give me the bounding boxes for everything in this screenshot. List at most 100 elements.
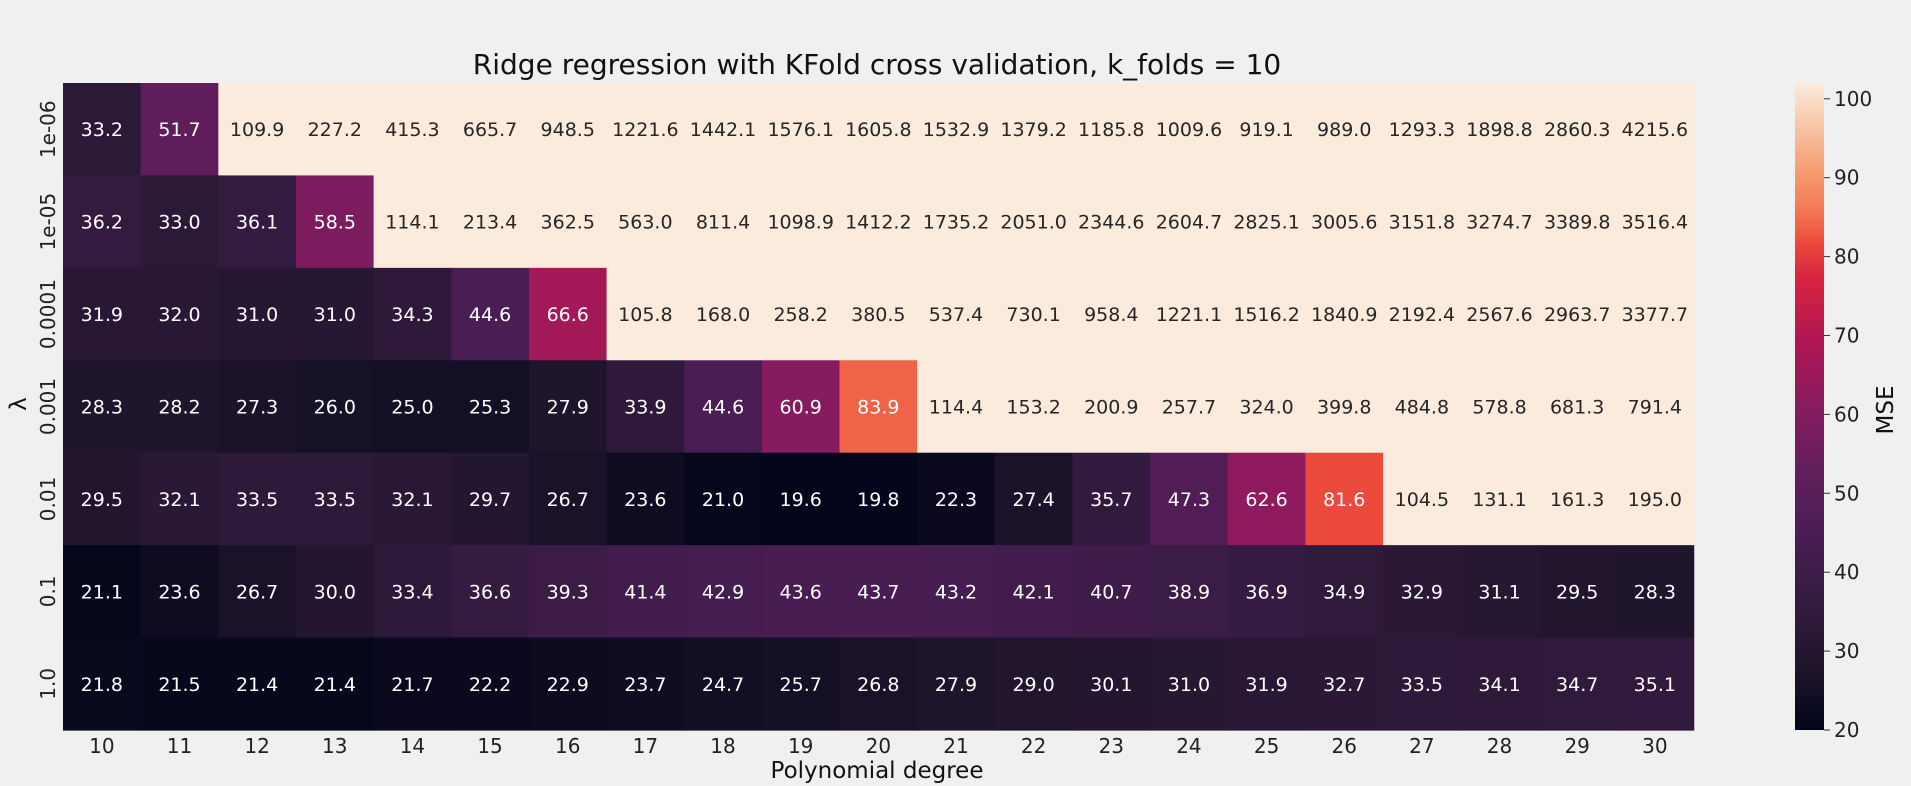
colorbar-tick-label: 40 [1834,560,1859,584]
heatmap-cell-label: 2192.4 [1389,304,1455,326]
x-tick-label: 25 [1254,734,1279,758]
heatmap-cell [917,452,996,546]
heatmap-cell [1150,360,1229,454]
heatmap-cell-label: 257.7 [1162,397,1216,419]
y-tick-label: 1.0 [36,668,60,700]
y-tick-label: 1e-05 [36,193,60,251]
heatmap-cell [606,267,685,361]
heatmap-cell-label: 1009.6 [1156,119,1222,141]
heatmap-cell-label: 33.5 [236,489,278,511]
heatmap-cell [1538,452,1617,546]
heatmap-cell-label: 195.0 [1628,489,1682,511]
heatmap-cell-label: 484.8 [1395,397,1449,419]
x-tick-label: 12 [244,734,269,758]
heatmap-cell-label: 3377.7 [1622,304,1688,326]
heatmap-cell [606,637,685,731]
x-tick-label: 30 [1642,734,1667,758]
heatmap-cell-label: 1442.1 [690,119,756,141]
heatmap-cell [218,637,297,731]
colorbar-tick-label: 100 [1834,87,1872,111]
heatmap-cell [1227,360,1306,454]
heatmap-cell [1460,83,1539,177]
heatmap-cell-label: 47.3 [1168,489,1210,511]
heatmap-cell [1305,83,1384,177]
heatmap-cell [839,83,918,177]
heatmap-cell-label: 730.1 [1006,304,1060,326]
heatmap-cell-label: 32.1 [391,489,433,511]
heatmap-cell [1383,360,1462,454]
heatmap-cell [1383,545,1462,639]
heatmap-cell-label: 1576.1 [767,119,833,141]
heatmap-cell [994,83,1074,177]
y-axis-title: λ [6,397,32,411]
colorbar-tick-label: 90 [1834,166,1859,190]
heatmap-cell-label: 1532.9 [923,119,989,141]
heatmap-cell [1616,267,1695,361]
heatmap-cell [1227,452,1306,546]
heatmap-cell [994,360,1074,454]
heatmap-cell-label: 43.7 [857,581,899,603]
heatmap-cell [1616,175,1695,269]
heatmap-cell-label: 29.0 [1012,674,1054,696]
colorbar-title: MSE [1873,386,1899,435]
heatmap-cell [140,83,219,177]
heatmap-cell-label: 23.6 [624,489,666,511]
heatmap-cell-label: 811.4 [696,212,750,234]
heatmap-cell [606,83,685,177]
heatmap-cell-label: 33.5 [314,489,356,511]
heatmap-cell [295,267,375,361]
heatmap-cell [994,545,1074,639]
heatmap-cell [295,545,375,639]
heatmap-cell-label: 31.0 [314,304,356,326]
heatmap-cell [1072,175,1151,269]
x-tick-label: 17 [633,734,658,758]
heatmap-cell [606,545,685,639]
heatmap-cell-label: 42.9 [702,581,744,603]
heatmap-cell [761,267,841,361]
heatmap-cell-label: 32.9 [1401,581,1443,603]
colorbar-tick-label: 50 [1834,481,1859,505]
heatmap-cell-label: 109.9 [230,119,284,141]
x-axis-ticks: 10 11 12 13 14 15 16 17 18 19 20 21 22 23 24 25 26 27 28 29… [89,734,1667,758]
heatmap-cell-label: 2567.6 [1466,304,1532,326]
y-tick-label: 0.001 [36,378,60,435]
heatmap-cell [528,83,608,177]
heatmap-cell [295,175,375,269]
heatmap-cell [295,452,375,546]
heatmap-cell-label: 2051.0 [1000,212,1066,234]
heatmap-cell [761,83,841,177]
heatmap-cell [218,267,297,361]
heatmap-cell [218,360,297,454]
heatmap-cell-label: 22.9 [547,674,589,696]
heatmap-cell [1616,545,1695,639]
heatmap-cell [606,175,685,269]
heatmap-cell [761,545,841,639]
heatmap-cell [761,452,841,546]
heatmap-cell [218,545,297,639]
heatmap-cell [373,637,452,731]
heatmap-cell-label: 25.0 [391,397,433,419]
heatmap-cell [63,175,142,269]
heatmap-cell-label: 21.7 [391,674,433,696]
heatmap-cell [1150,267,1229,361]
heatmap-cell-label: 948.5 [541,119,595,141]
heatmap-cell [1616,452,1695,546]
heatmap-cell [1305,545,1384,639]
heatmap-cell-label: 26.0 [314,397,356,419]
heatmap-cell-label: 34.3 [391,304,433,326]
heatmap-cell [1150,637,1229,731]
heatmap-cell [140,360,219,454]
heatmap-cell [917,267,996,361]
heatmap-cell-label: 1221.1 [1156,304,1222,326]
heatmap-cell [1072,83,1151,177]
heatmap-cell [684,360,763,454]
heatmap-cell [63,637,142,731]
colorbar-tick-label: 60 [1834,402,1859,426]
heatmap-cell [140,175,219,269]
heatmap-cell-label: 39.3 [547,581,589,603]
heatmap-cell [1383,637,1462,731]
heatmap-cell-label: 33.0 [158,212,200,234]
heatmap-cell-label: 213.4 [463,212,517,234]
heatmap-cell-label: 38.9 [1168,581,1210,603]
